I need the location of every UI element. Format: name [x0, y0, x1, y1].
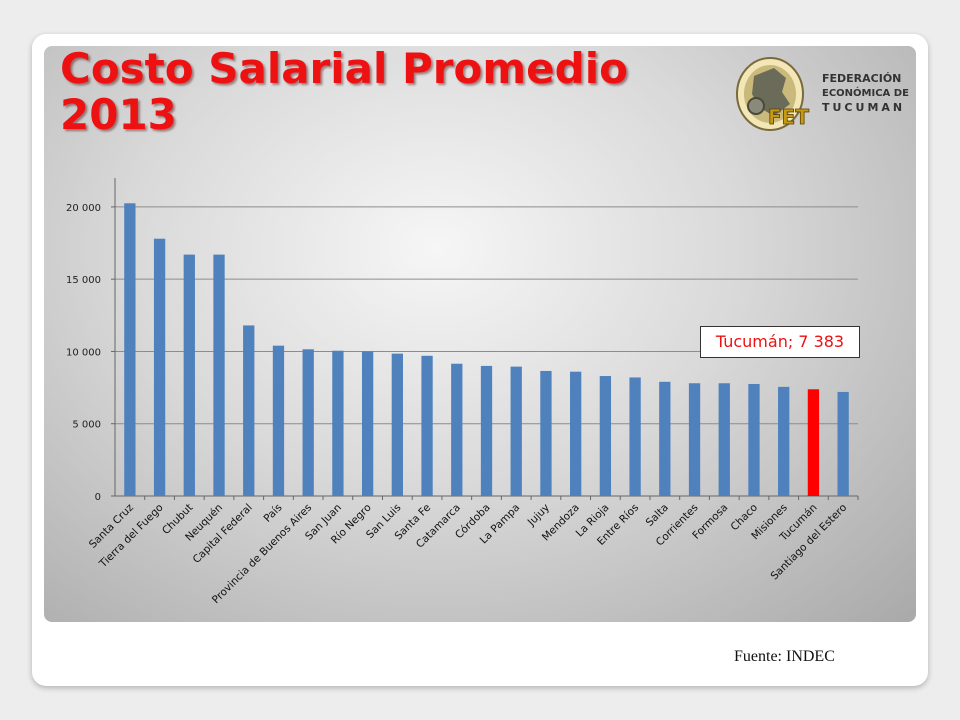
tucuman-annotation: Tucumán; 7 383: [700, 326, 860, 358]
x-tick-label: Salta: [644, 502, 671, 529]
bar: [183, 254, 195, 496]
title-line-2: 2013: [60, 90, 177, 139]
bar: [659, 381, 671, 496]
bar: [213, 254, 225, 496]
bar: [778, 386, 790, 496]
fet-logo: FET FEDERACIÓN ECONÓMICA DE TUCUMAN: [736, 57, 909, 131]
bar: [124, 203, 136, 496]
bar: [391, 353, 403, 496]
bar: [599, 376, 612, 496]
x-tick-label: Jujuy: [525, 502, 552, 529]
title-line-1: Costo Salarial Promedio: [60, 44, 628, 93]
bar: [510, 366, 522, 496]
bar: [718, 383, 730, 496]
logo-line-1: FEDERACIÓN: [822, 72, 901, 85]
bar: [451, 363, 463, 496]
source-note: Fuente: INDEC: [734, 648, 835, 665]
logo-initials: FET: [768, 105, 809, 129]
y-tick-label: 0: [95, 492, 101, 503]
bar: [570, 371, 582, 496]
bar: [807, 389, 820, 496]
y-tick-label: 15 000: [66, 275, 101, 286]
bar: [272, 345, 285, 496]
bar: [361, 351, 374, 496]
bar: [748, 383, 760, 496]
bar: [302, 349, 314, 496]
bar: [837, 391, 849, 496]
bar: [688, 383, 701, 496]
y-tick-label: 20 000: [66, 203, 101, 214]
slide-title: Costo Salarial Promedio 2013: [60, 46, 700, 138]
bar: [421, 355, 433, 496]
y-tick-label: 10 000: [66, 347, 101, 358]
bar: [629, 377, 641, 496]
bars: [124, 203, 849, 496]
bar: [480, 365, 493, 496]
x-tick-label: País: [261, 502, 284, 525]
y-tick-label: 5 000: [72, 420, 101, 431]
bar: [540, 370, 552, 496]
logo-line-3: TUCUMAN: [822, 101, 905, 114]
logo-line-2: ECONÓMICA DE: [822, 86, 909, 99]
bar: [332, 350, 344, 496]
bar: [153, 238, 166, 496]
bar: [243, 325, 255, 496]
